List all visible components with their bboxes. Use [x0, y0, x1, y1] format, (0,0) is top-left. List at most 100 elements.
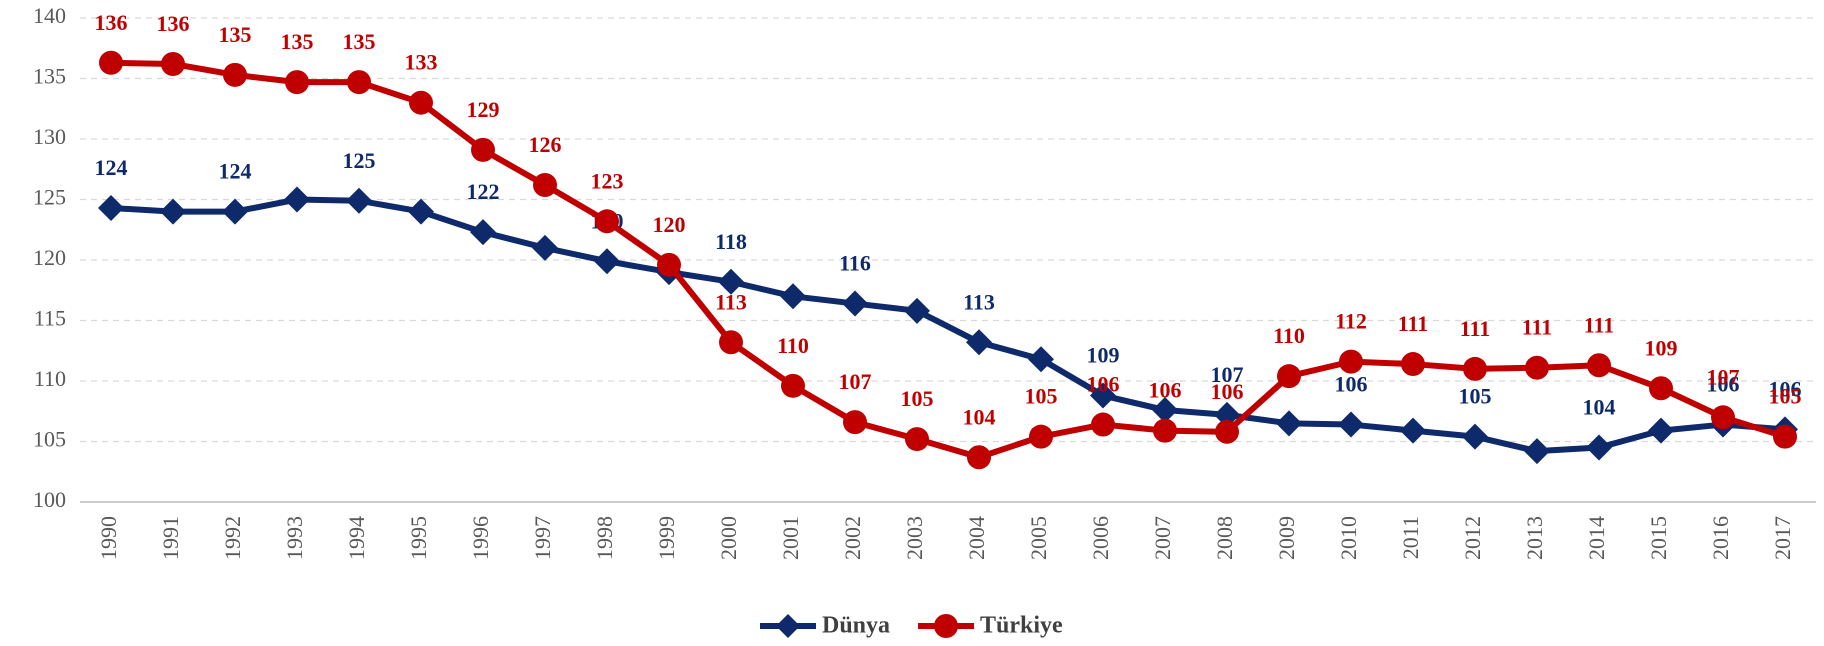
data-point	[1215, 419, 1239, 444]
data-label: 105	[901, 386, 934, 411]
data-point	[1462, 423, 1488, 450]
data-point	[1338, 411, 1364, 438]
data-point	[1525, 355, 1549, 380]
data-point	[284, 186, 310, 213]
data-point	[470, 219, 496, 246]
data-point	[1773, 424, 1797, 449]
x-tick-label: 1998	[592, 516, 617, 560]
data-label: 105	[1459, 384, 1492, 409]
data-label: 107	[1707, 364, 1740, 389]
y-tick-label: 135	[33, 64, 66, 89]
x-tick-label: 1995	[406, 516, 431, 560]
data-label: 110	[777, 333, 809, 358]
data-label: 136	[157, 11, 190, 36]
legend-label: Türkiye	[980, 613, 1063, 639]
x-tick-label: 2004	[964, 516, 989, 560]
data-label: 122	[467, 179, 500, 204]
x-tick-label: 2015	[1646, 516, 1671, 560]
data-point	[1276, 410, 1302, 437]
data-point	[285, 70, 309, 95]
data-point	[346, 187, 372, 214]
data-point	[99, 50, 123, 75]
data-point	[594, 248, 620, 275]
data-point	[842, 290, 868, 317]
data-label: 118	[715, 229, 747, 254]
data-point	[1277, 364, 1301, 389]
data-point	[471, 137, 495, 162]
data-label: 129	[467, 97, 500, 122]
data-label: 106	[1211, 379, 1244, 404]
data-point	[966, 329, 992, 356]
x-tick-label: 1994	[344, 516, 369, 560]
data-label: 107	[1211, 362, 1244, 387]
data-label: 124	[219, 159, 252, 184]
y-tick-label: 140	[33, 3, 66, 28]
data-label: 111	[1584, 312, 1615, 337]
data-point	[347, 70, 371, 95]
data-label: 133	[405, 50, 438, 75]
x-tick-label: 2008	[1212, 516, 1237, 560]
data-point	[408, 198, 434, 225]
x-tick-label: 2016	[1708, 516, 1733, 560]
data-point	[1091, 412, 1115, 437]
data-label: 104	[963, 404, 996, 429]
x-tick-label: 1993	[282, 516, 307, 560]
data-point	[1153, 418, 1177, 443]
data-label: 124	[95, 155, 128, 180]
data-point	[533, 172, 557, 197]
x-tick-label: 2009	[1274, 516, 1299, 560]
data-label: 106	[1087, 372, 1120, 397]
x-tick-label: 2000	[716, 516, 741, 560]
series-line	[110, 59, 1786, 461]
data-label: 116	[839, 251, 871, 276]
data-point	[98, 194, 124, 221]
x-tick-label: 1996	[468, 516, 493, 560]
data-point	[222, 198, 248, 225]
data-point	[1028, 346, 1054, 373]
series: 136 136 135 135 1351331291261231201131101071…	[95, 10, 1802, 470]
data-label: 113	[715, 289, 747, 314]
data-label: 125	[343, 148, 376, 173]
data-point	[1648, 417, 1674, 444]
y-tick-label: 115	[34, 306, 66, 331]
data-point	[780, 283, 806, 310]
data-label: 106	[1149, 378, 1182, 403]
data-point	[1587, 353, 1611, 378]
data-point	[1524, 438, 1550, 465]
data-label: 112	[1335, 309, 1367, 334]
legend-marker	[934, 614, 959, 638]
data-label: 126	[529, 132, 562, 157]
legend-label: Dünya	[822, 613, 890, 639]
data-label: 136	[95, 10, 128, 35]
data-point	[1649, 376, 1673, 401]
legend-item: Türkiye	[918, 613, 1063, 639]
y-tick-label: 125	[33, 185, 66, 210]
data-point	[1214, 401, 1240, 428]
y-tick-label: 130	[33, 124, 66, 149]
data-point	[1090, 382, 1116, 409]
y-tick-label: 105	[33, 427, 66, 452]
series: 1241241251221201181161131091071061051041…	[95, 148, 1802, 465]
data-label: 109	[1645, 335, 1678, 360]
data-point	[781, 373, 805, 398]
data-point	[1401, 352, 1425, 377]
data-label: 110	[1273, 323, 1305, 348]
x-tick-label: 2017	[1770, 516, 1795, 560]
data-label: 123	[591, 168, 624, 193]
data-label: 106	[1335, 372, 1368, 397]
data-point	[595, 209, 619, 234]
x-tick-label: 2014	[1584, 516, 1609, 560]
x-tick-label: 2006	[1088, 516, 1113, 560]
data-point	[719, 330, 743, 355]
data-label: 111	[1460, 316, 1491, 341]
x-tick-label: 2005	[1026, 516, 1051, 560]
x-tick-label: 2013	[1522, 516, 1547, 560]
x-tick-label: 2002	[840, 516, 865, 560]
y-tick-label: 100	[33, 487, 66, 512]
x-tick-label: 2011	[1398, 516, 1423, 559]
data-label: 111	[1398, 311, 1429, 336]
data-point	[843, 410, 867, 435]
data-label: 135	[281, 29, 314, 54]
data-point	[1463, 356, 1487, 381]
x-tick-label: 1990	[96, 516, 121, 560]
